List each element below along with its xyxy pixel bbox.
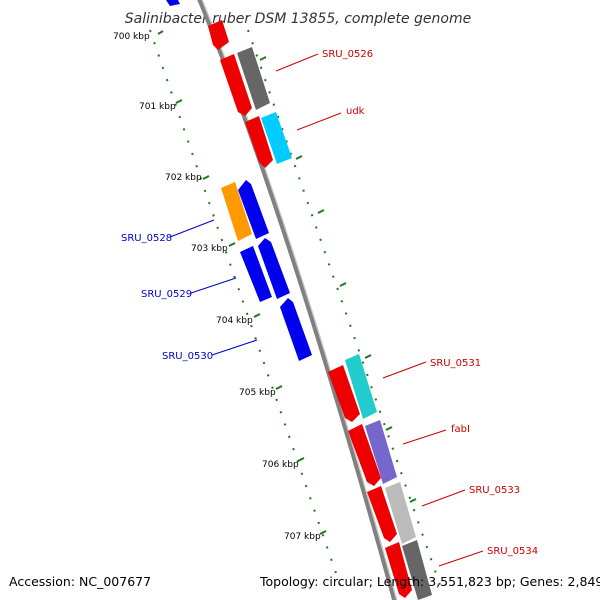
gene-arrow-fabi[interactable] (348, 424, 381, 486)
tick-labels: 700 kbp 701 kbp 702 kbp 703 kbp 704 kbp … (113, 32, 321, 542)
major-tick (319, 530, 327, 535)
backbone-line (197, 0, 398, 600)
leader-line (402, 429, 447, 445)
tick-label: 705 kbp (239, 388, 276, 398)
cog-block[interactable] (221, 182, 252, 241)
gene-label-sru-0529[interactable]: SRU_0529 (141, 289, 192, 300)
major-tick (317, 209, 325, 214)
leader-line (275, 53, 319, 72)
gene-arrow-sru-0533[interactable] (367, 486, 397, 542)
gene-arrow-sru-0526[interactable] (220, 54, 252, 116)
gene-label-fabi[interactable]: fabI (451, 424, 470, 435)
gene-label-sru-0533[interactable]: SRU_0533 (469, 485, 520, 496)
gene-arrow-sru-0529-a[interactable] (258, 238, 290, 299)
major-ticks (157, 30, 417, 535)
major-tick (202, 175, 210, 180)
major-tick (385, 426, 393, 431)
gene-partial-top[interactable] (166, 0, 180, 6)
gene-label-sru-0531[interactable]: SRU_0531 (430, 358, 481, 369)
tick-label: 701 kbp (139, 102, 176, 112)
gene-label-udk[interactable]: udk (346, 106, 365, 117)
gene-arrow-sru-0531[interactable] (328, 365, 360, 422)
leader-line (190, 277, 237, 294)
tick-label: 706 kbp (262, 460, 299, 470)
accession-text: Accession: NC_007677 (9, 574, 151, 589)
major-tick (339, 282, 347, 287)
forward-gene-labels: SRU_0526 udk SRU_0531 fabI SRU_0533 SRU_… (275, 49, 538, 567)
genome-backbone (197, 0, 398, 600)
leader-line (211, 339, 258, 356)
cog-track (221, 47, 432, 600)
cog-block[interactable] (345, 354, 377, 419)
tick-label: 707 kbp (284, 532, 321, 542)
major-tick (157, 30, 164, 35)
tick-label: 700 kbp (113, 32, 150, 42)
major-tick (253, 313, 261, 318)
leader-line (296, 112, 342, 131)
major-tick (228, 242, 236, 247)
tick-label: 702 kbp (165, 173, 202, 183)
major-tick (364, 354, 372, 359)
cog-block[interactable] (237, 47, 270, 110)
leader-line (169, 219, 215, 238)
major-tick (175, 99, 183, 104)
gene-arrow-sru-0529-b[interactable] (240, 246, 272, 302)
forward-strand-genes (208, 20, 412, 598)
cog-block[interactable] (402, 540, 432, 600)
leader-line (421, 489, 466, 507)
gene-arrow-sru-0528[interactable] (238, 180, 269, 239)
gene-arrow-sru-0534[interactable] (385, 542, 412, 598)
major-tick (297, 457, 305, 462)
leader-line (382, 361, 427, 379)
major-tick (409, 498, 417, 503)
leader-line (438, 550, 484, 567)
major-tick (259, 56, 267, 61)
map-title: Salinibacter ruber DSM 13855, complete g… (125, 11, 471, 27)
gene-label-sru-0528[interactable]: SRU_0528 (121, 233, 172, 244)
tick-label: 704 kbp (216, 316, 253, 326)
gene-arrow-sru-0530[interactable] (280, 298, 312, 361)
gene-label-sru-0526[interactable]: SRU_0526 (322, 49, 373, 60)
cog-block[interactable] (365, 420, 397, 484)
topology-text: Topology: circular; Length: 3,551,823 bp… (259, 574, 600, 589)
reverse-strand-genes (238, 180, 312, 361)
reverse-gene-labels: SRU_0528 SRU_0529 SRU_0530 (121, 219, 258, 362)
major-tick (275, 385, 283, 390)
tick-label: 703 kbp (191, 244, 228, 254)
gene-arrow-udk[interactable] (245, 116, 273, 168)
cog-block[interactable] (385, 482, 416, 544)
gene-label-sru-0534[interactable]: SRU_0534 (487, 546, 538, 557)
major-tick (295, 155, 303, 160)
cog-block[interactable] (261, 112, 292, 164)
gene-arrow[interactable] (208, 20, 229, 50)
gene-label-sru-0530[interactable]: SRU_0530 (162, 351, 213, 362)
